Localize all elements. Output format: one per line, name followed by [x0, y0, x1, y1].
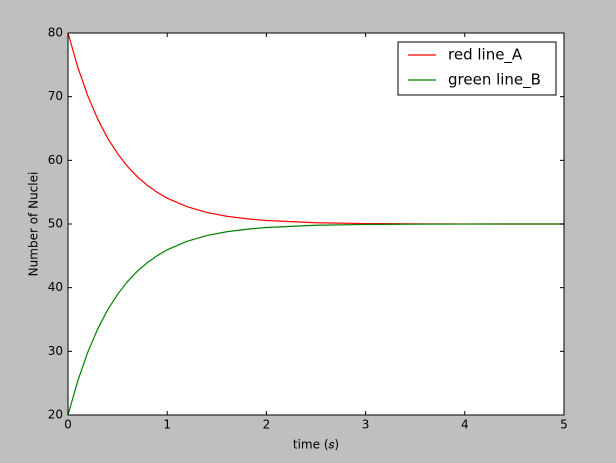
y-tick-label: 40	[48, 280, 63, 294]
legend-box	[397, 41, 557, 96]
legend-label: green line_B	[448, 71, 541, 90]
y-tick-label: 70	[48, 89, 63, 103]
y-tick-label: 60	[48, 153, 63, 167]
y-tick-label: 50	[48, 217, 63, 231]
x-tick-label: 5	[560, 418, 568, 432]
x-tick-label: 2	[263, 418, 271, 432]
series-line	[67, 223, 564, 416]
legend-label: red line_A	[448, 46, 523, 65]
x-axis-label: time (𝑠)	[293, 438, 339, 452]
x-tick-label: 0	[64, 418, 72, 432]
y-tick-label: 80	[48, 26, 63, 40]
y-tick-label: 20	[48, 408, 63, 422]
x-tick-label: 3	[362, 418, 370, 432]
y-axis-label: Number of Nuclei	[27, 172, 41, 277]
plot-frame	[67, 32, 565, 416]
x-tick-label: 1	[163, 418, 171, 432]
x-tick-label: 4	[461, 418, 469, 432]
y-tick-label: 30	[48, 344, 63, 358]
series-line	[67, 32, 564, 225]
